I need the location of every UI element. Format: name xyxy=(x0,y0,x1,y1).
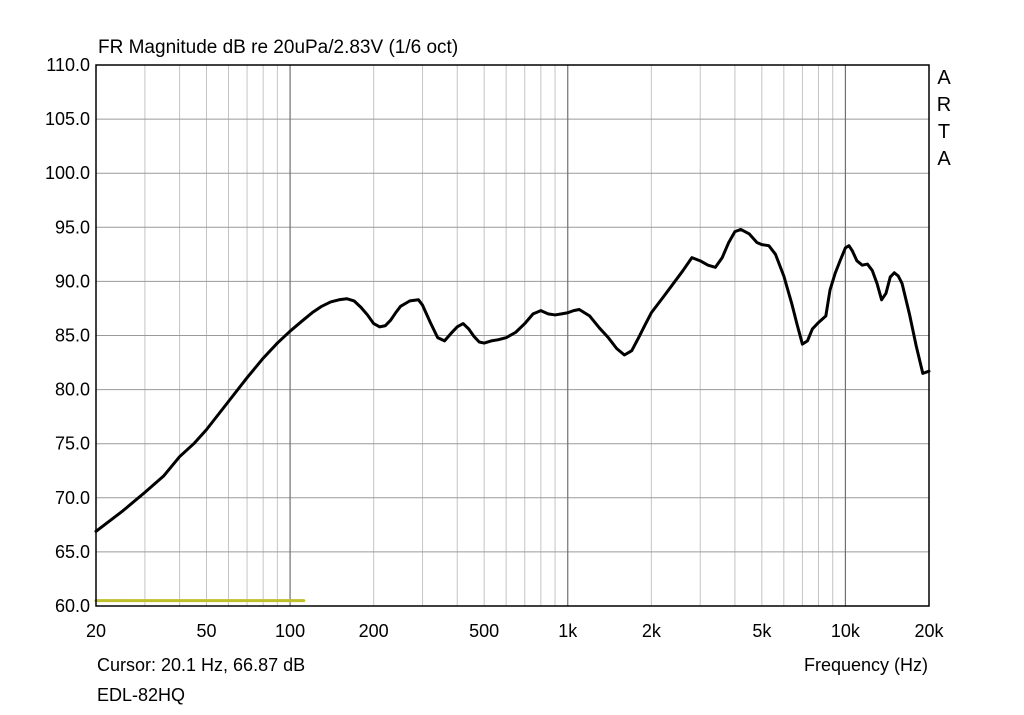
brand-letter: A xyxy=(937,67,951,89)
y-tick-label: 95.0 xyxy=(55,217,90,237)
x-tick-label: 20k xyxy=(914,621,944,641)
y-tick-label: 65.0 xyxy=(55,542,90,562)
x-tick-labels: 20 50 100 200 500 1k 2k 5k 10k 20k xyxy=(86,621,945,641)
x-tick-label: 20 xyxy=(86,621,106,641)
x-tick-label: 5k xyxy=(752,621,772,641)
x-tick-label: 50 xyxy=(196,621,216,641)
y-tick-label: 105.0 xyxy=(45,109,90,129)
brand-letter: R xyxy=(937,94,951,116)
minor-grid xyxy=(96,65,929,606)
x-tick-label: 2k xyxy=(642,621,662,641)
x-tick-label: 500 xyxy=(469,621,499,641)
x-axis-label: Frequency (Hz) xyxy=(804,655,928,675)
x-tick-label: 10k xyxy=(831,621,861,641)
x-tick-label: 1k xyxy=(558,621,578,641)
y-tick-label: 85.0 xyxy=(55,326,90,346)
y-tick-label: 75.0 xyxy=(55,434,90,454)
major-grid xyxy=(289,65,847,606)
brand-letter: T xyxy=(938,121,950,143)
x-tick-label: 200 xyxy=(359,621,389,641)
y-tick-label: 70.0 xyxy=(55,488,90,508)
y-tick-label: 100.0 xyxy=(45,163,90,183)
x-tick-label: 100 xyxy=(275,621,305,641)
device-name: EDL-82HQ xyxy=(97,685,185,705)
y-tick-label: 60.0 xyxy=(55,596,90,616)
series-layer xyxy=(94,227,931,603)
y-tick-labels: 110.0 105.0 100.0 95.0 90.0 85.0 80.0 75.0 70.0 6… xyxy=(45,55,90,616)
y-tick-label: 110.0 xyxy=(46,55,90,75)
plot-frame xyxy=(95,64,930,607)
cursor-readout: Cursor: 20.1 Hz, 66.87 dB xyxy=(97,655,305,675)
frequency-response-line xyxy=(94,227,931,533)
y-tick-label: 90.0 xyxy=(55,271,90,291)
y-tick-label: 80.0 xyxy=(55,380,90,400)
chart-title: FR Magnitude dB re 20uPa/2.83V (1/6 oct) xyxy=(98,37,458,58)
brand-letter: A xyxy=(937,148,951,170)
